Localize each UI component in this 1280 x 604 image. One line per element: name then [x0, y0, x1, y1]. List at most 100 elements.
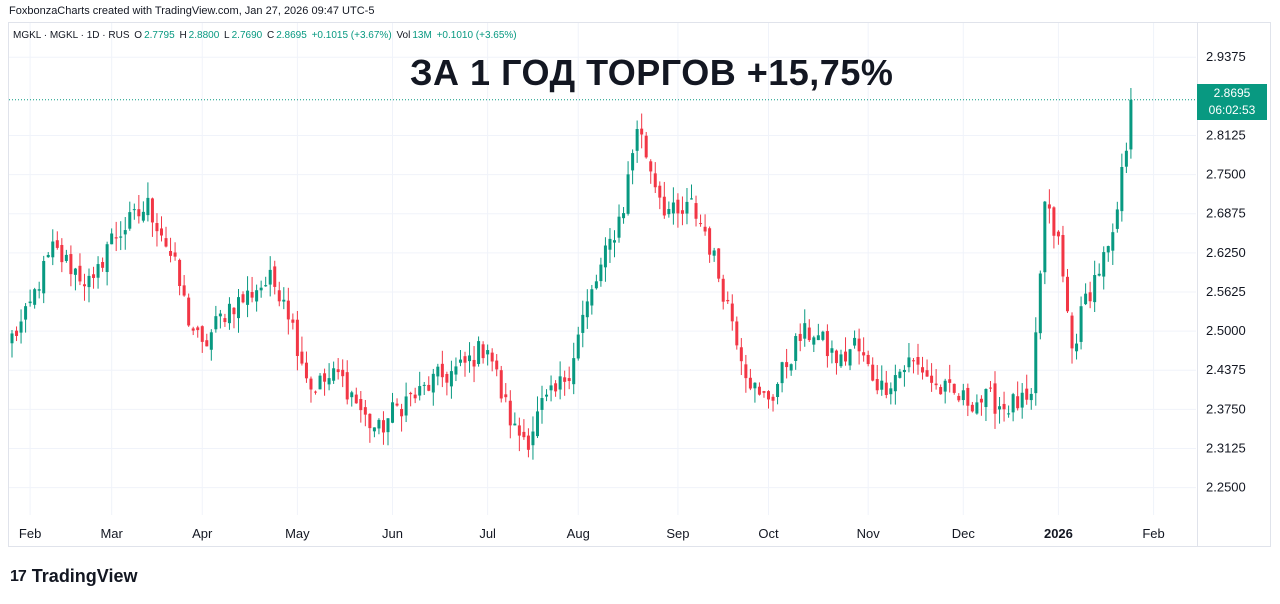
- candle-body: [898, 371, 902, 378]
- volume-value: 13M: [412, 30, 432, 41]
- candle-body: [472, 359, 476, 367]
- y-tick-label: 2.2500: [1206, 480, 1246, 495]
- candle-body: [436, 366, 440, 377]
- candle-body: [1020, 392, 1024, 408]
- candle-body: [703, 226, 707, 232]
- candle-body: [146, 197, 150, 216]
- candle-body: [680, 210, 684, 214]
- candle-body: [671, 202, 675, 214]
- candle-body: [1056, 231, 1060, 237]
- candle-body: [948, 379, 952, 383]
- candle-body: [1084, 293, 1088, 305]
- candle-body: [866, 354, 870, 365]
- candle-body: [853, 337, 857, 346]
- candles: [10, 88, 1133, 460]
- volume-label: Vol: [396, 30, 411, 41]
- candle-body: [943, 380, 947, 392]
- candle-body: [92, 274, 96, 278]
- y-tick-label: 2.3750: [1206, 401, 1246, 416]
- candle-body: [1120, 166, 1124, 212]
- candle-body: [554, 383, 558, 392]
- candle-body: [332, 368, 336, 381]
- candle-body: [726, 299, 730, 302]
- candle-body: [988, 387, 992, 389]
- candle-body: [712, 250, 716, 256]
- candle-body: [880, 380, 884, 390]
- tradingview-logo-text: TradingView: [31, 566, 138, 586]
- candle-body: [1016, 396, 1020, 409]
- candle-body: [19, 321, 23, 333]
- candle-body: [667, 208, 671, 215]
- candle-body: [440, 363, 444, 378]
- y-tick-label: 2.4375: [1206, 362, 1246, 377]
- symbol-label[interactable]: MGKL · MGKL · 1D · RUS: [13, 30, 130, 41]
- candle-body: [767, 391, 771, 400]
- candle-body: [250, 292, 254, 298]
- candle-body: [1065, 276, 1069, 312]
- candle-body: [477, 341, 481, 365]
- candle-body: [495, 360, 499, 370]
- candle-body: [1106, 246, 1110, 253]
- candle-body: [101, 262, 105, 268]
- candle-body: [128, 212, 132, 229]
- candle-body: [391, 402, 395, 423]
- change-value: +0.1015 (+3.67%): [311, 30, 392, 41]
- candle-body: [1061, 235, 1065, 277]
- candle-body: [241, 294, 245, 303]
- candle-body: [218, 313, 222, 317]
- candle-body: [381, 420, 385, 433]
- candle-body: [603, 245, 607, 268]
- candle-body: [246, 290, 250, 305]
- candle-body: [807, 327, 811, 341]
- candle-body: [490, 352, 494, 362]
- y-tick-label: 2.3125: [1206, 440, 1246, 455]
- candle-body: [427, 384, 431, 391]
- candle-body: [735, 321, 739, 346]
- candle-body: [1011, 394, 1015, 413]
- candle-body: [658, 185, 662, 198]
- candle-body: [803, 323, 807, 339]
- x-tick-label: Feb: [1142, 526, 1164, 541]
- candle-body: [762, 391, 766, 393]
- candle-body: [839, 354, 843, 367]
- candle-body: [902, 369, 906, 373]
- candle-body: [690, 198, 693, 200]
- candle-body: [418, 386, 422, 396]
- candle-body: [1075, 343, 1079, 352]
- x-tick-label: Mar: [100, 526, 123, 541]
- candle-body: [676, 199, 680, 214]
- candle-body: [119, 236, 123, 238]
- candle-body: [966, 387, 970, 406]
- tradingview-logo[interactable]: 17 TradingView: [10, 566, 138, 587]
- candle-body: [359, 399, 363, 411]
- candle-body: [273, 266, 277, 287]
- candle-body: [622, 213, 626, 219]
- candle-body: [567, 378, 571, 382]
- candle-body: [889, 388, 893, 395]
- candle-body: [110, 233, 114, 245]
- candle-body: [214, 316, 218, 330]
- candle-body: [114, 237, 118, 239]
- candle-body: [730, 303, 734, 322]
- candle-body: [771, 396, 775, 401]
- candle-body: [717, 248, 721, 279]
- candle-body: [644, 135, 648, 158]
- y-tick-label: 2.6250: [1206, 245, 1246, 260]
- candle-body: [1115, 209, 1119, 229]
- candle-body: [599, 264, 603, 282]
- y-tick-label: 2.9375: [1206, 49, 1246, 64]
- candle-body: [15, 330, 19, 336]
- candle-body: [812, 337, 816, 345]
- candle-body: [979, 398, 983, 403]
- candle-body: [884, 382, 888, 396]
- candle-body: [739, 347, 743, 362]
- candle-body: [69, 254, 73, 275]
- candle-body: [409, 392, 413, 395]
- candle-body: [862, 352, 866, 356]
- candle-body: [73, 268, 77, 275]
- candle-body: [893, 375, 897, 392]
- candle-body: [934, 383, 938, 386]
- candle-body: [685, 201, 689, 214]
- candle-body: [1129, 99, 1133, 150]
